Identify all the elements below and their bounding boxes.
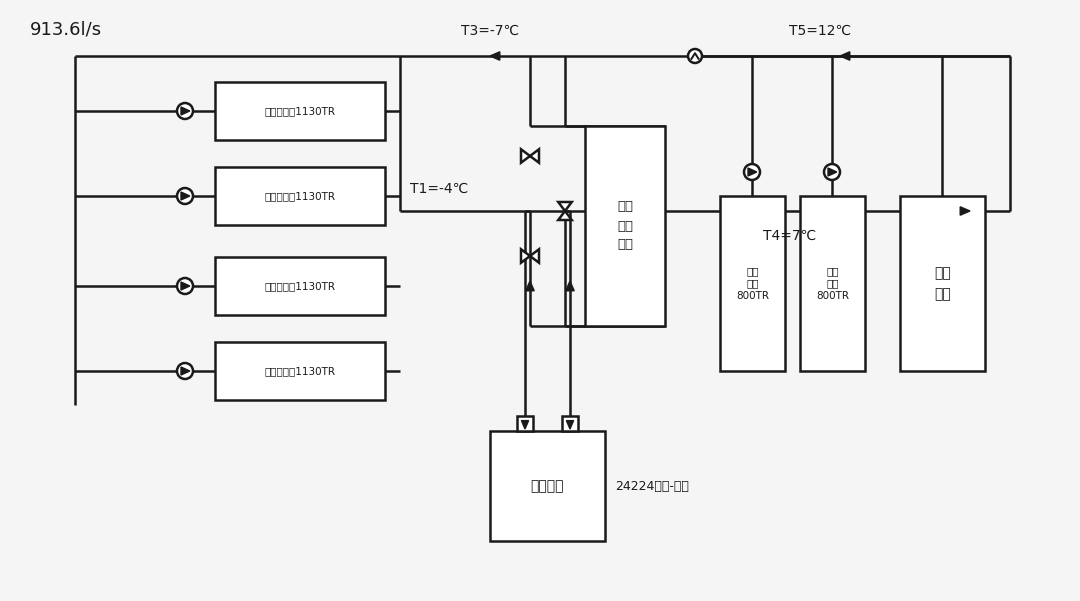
Polygon shape (181, 107, 190, 115)
Text: 双工况主机1130TR: 双工况主机1130TR (265, 366, 336, 376)
Text: 双工况主机1130TR: 双工况主机1130TR (265, 191, 336, 201)
Text: 913.6l/s: 913.6l/s (30, 20, 103, 38)
Bar (490, 431, 605, 541)
Bar (215, 167, 384, 225)
Bar (215, 257, 384, 315)
Polygon shape (566, 421, 573, 429)
Text: 基数
主机
800TR: 基数 主机 800TR (735, 266, 769, 301)
Polygon shape (558, 211, 571, 220)
Text: 板式
热交
换器: 板式 热交 换器 (617, 201, 633, 251)
Circle shape (177, 363, 193, 379)
Bar (720, 196, 785, 371)
Polygon shape (828, 168, 837, 176)
Polygon shape (521, 249, 530, 263)
Circle shape (177, 188, 193, 204)
Text: 败冰装置: 败冰装置 (530, 479, 564, 493)
Bar (800, 196, 865, 371)
Bar (585, 126, 665, 326)
Polygon shape (558, 202, 571, 211)
Polygon shape (566, 281, 575, 291)
Text: T5=12℃: T5=12℃ (788, 24, 851, 38)
Polygon shape (840, 52, 850, 60)
Polygon shape (530, 149, 539, 163)
Circle shape (824, 164, 840, 180)
Circle shape (177, 103, 193, 119)
Polygon shape (960, 207, 970, 215)
Polygon shape (181, 192, 190, 200)
Polygon shape (748, 168, 757, 176)
Polygon shape (521, 149, 530, 163)
Polygon shape (530, 249, 539, 263)
Text: 24224冷吟-小时: 24224冷吟-小时 (615, 480, 689, 492)
Text: 双工况主机1130TR: 双工况主机1130TR (265, 281, 336, 291)
Bar (517, 416, 534, 431)
Polygon shape (522, 421, 528, 429)
Text: T4=7℃: T4=7℃ (764, 229, 816, 243)
Polygon shape (181, 282, 190, 290)
Circle shape (688, 49, 702, 63)
Text: T1=-4℃: T1=-4℃ (410, 182, 469, 196)
Polygon shape (490, 52, 500, 60)
Circle shape (744, 164, 760, 180)
Bar (900, 196, 985, 371)
Circle shape (177, 278, 193, 294)
Bar (215, 82, 384, 140)
Text: 基数
主机
800TR: 基数 主机 800TR (816, 266, 849, 301)
Polygon shape (181, 367, 190, 375)
Text: 双工况主机1130TR: 双工况主机1130TR (265, 106, 336, 116)
Text: T3=-7℃: T3=-7℃ (461, 24, 519, 38)
Polygon shape (526, 281, 535, 291)
Bar (562, 416, 578, 431)
Text: 空调
负荷: 空调 负荷 (934, 266, 950, 300)
Bar (215, 342, 384, 400)
